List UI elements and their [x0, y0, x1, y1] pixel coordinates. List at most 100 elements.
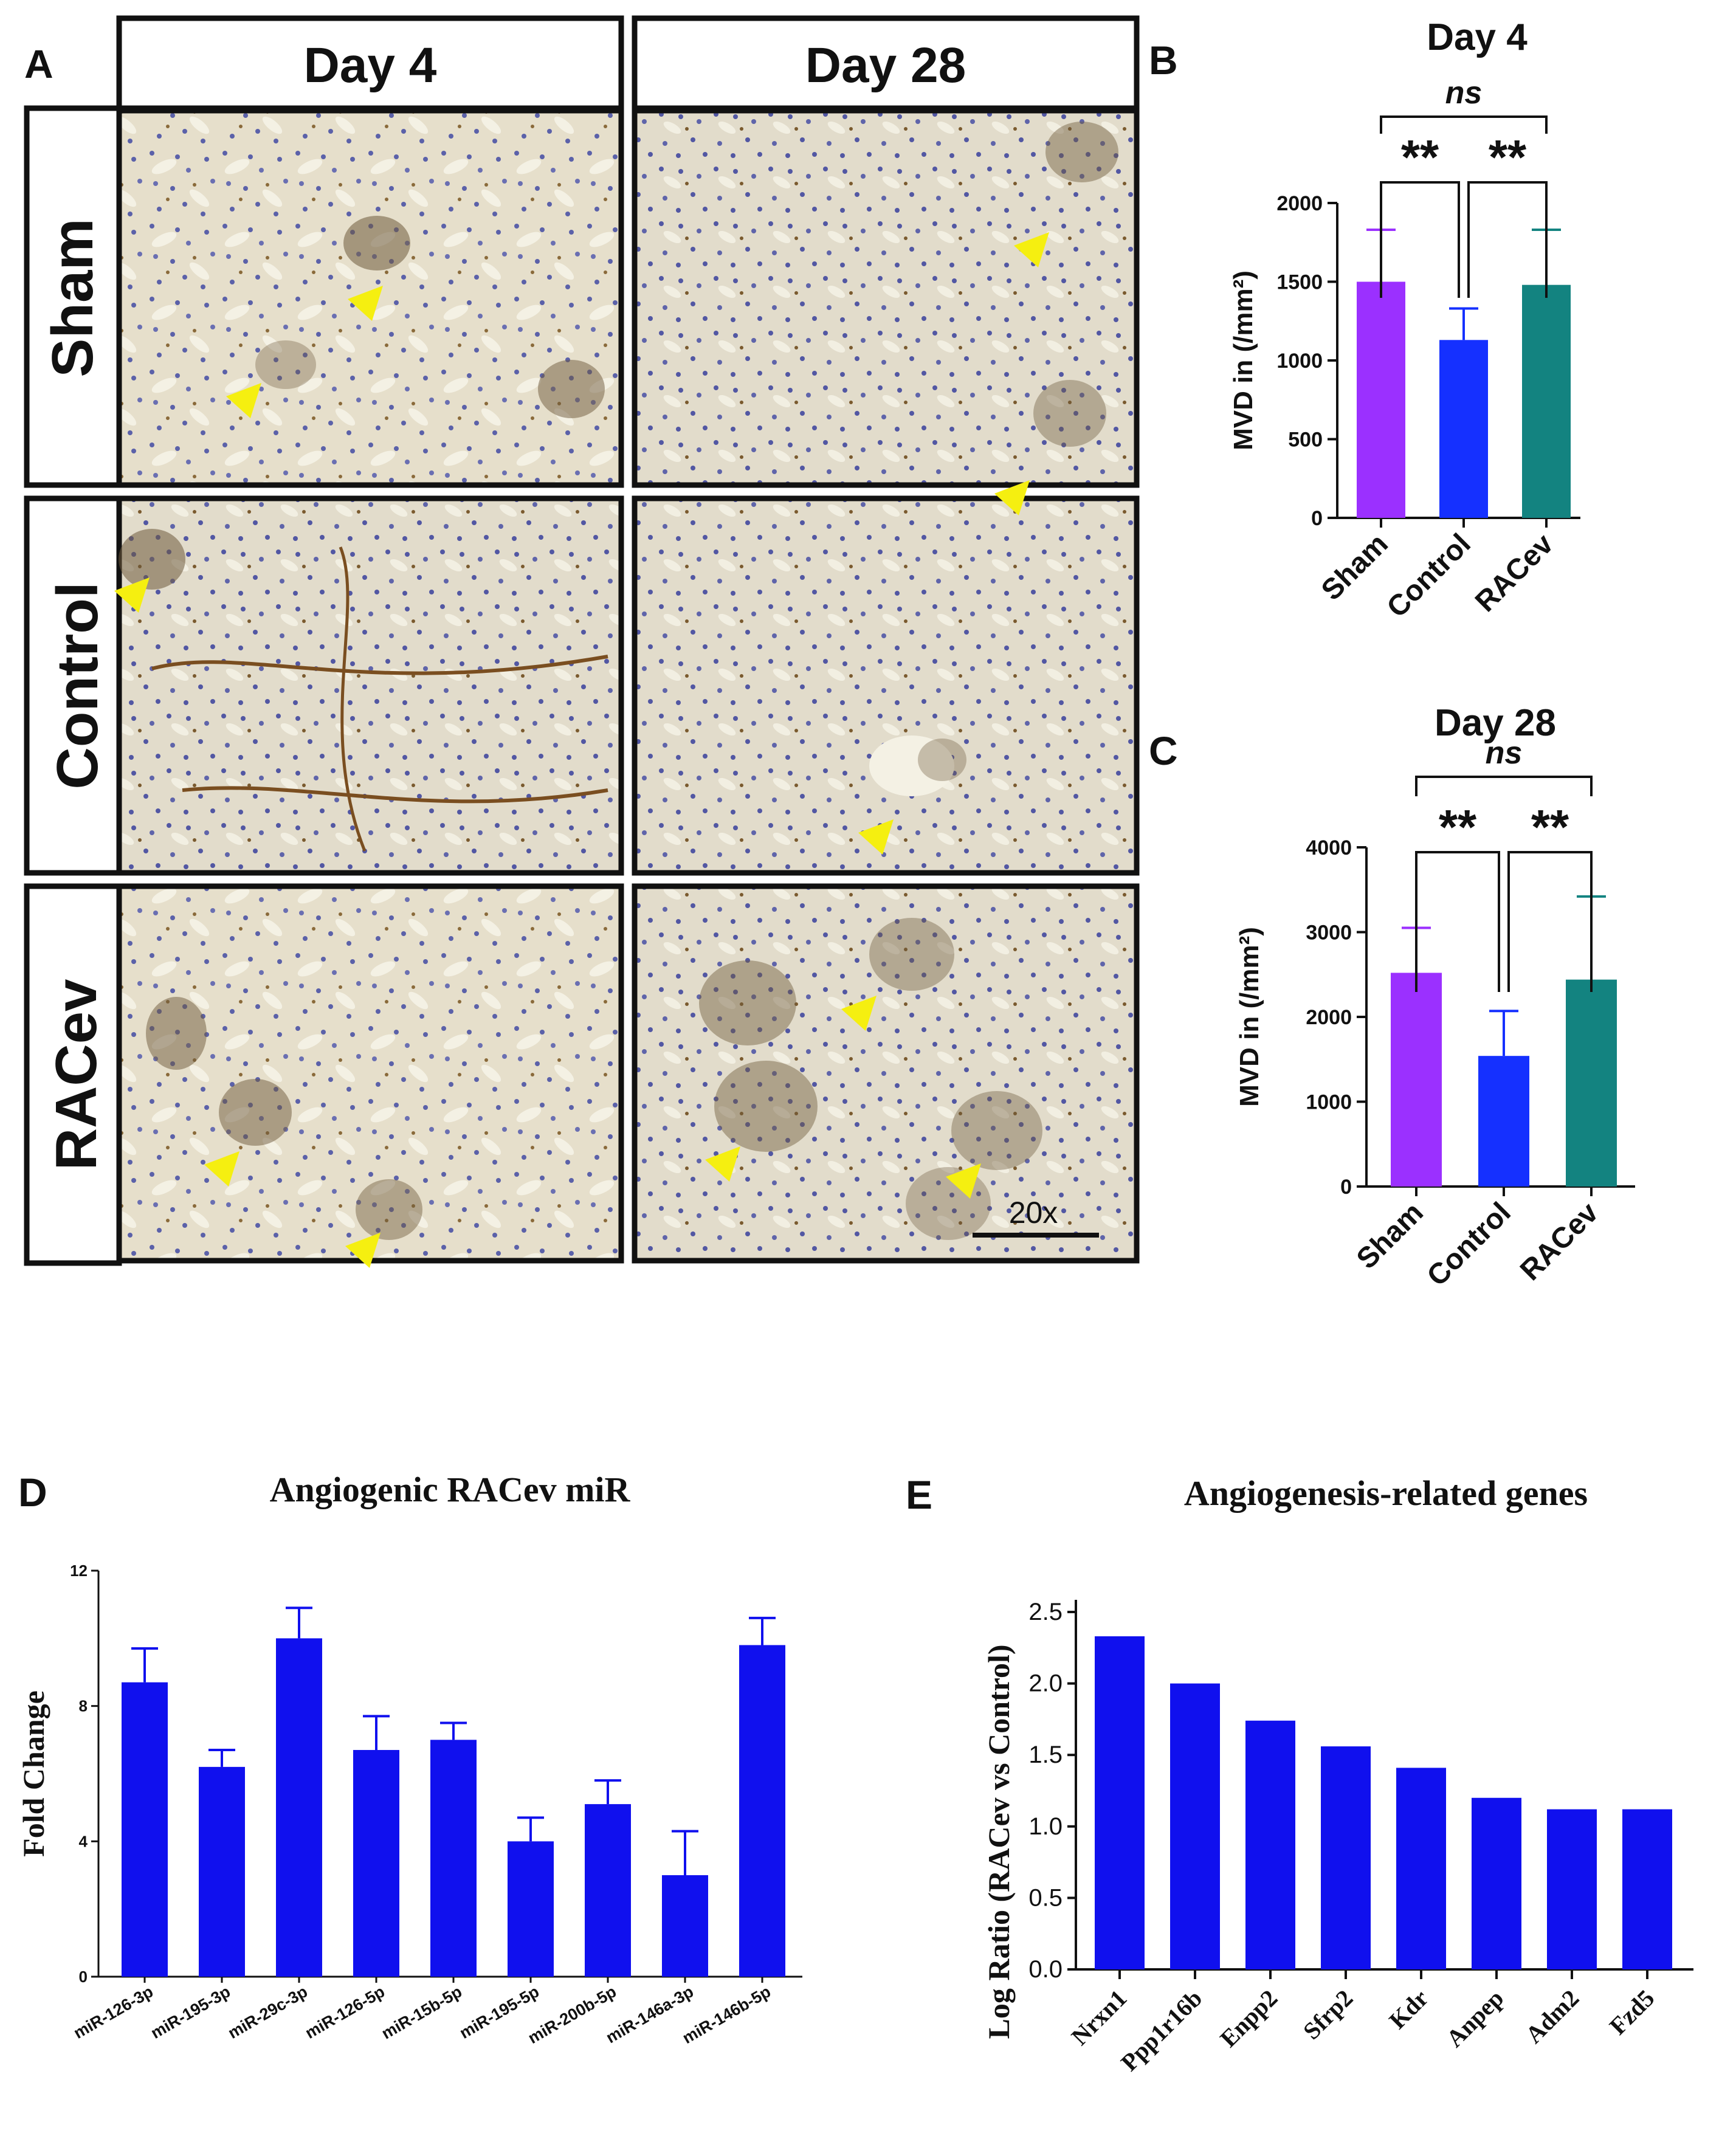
bar	[1095, 1636, 1145, 1969]
arrowhead-icon	[345, 1233, 381, 1268]
bar	[430, 1740, 477, 1977]
micrograph-sham-day28	[632, 108, 1140, 488]
bar	[353, 1750, 399, 1977]
x-tick-label: miR-200b-5p	[525, 1982, 619, 2047]
x-tick-label: Nrxn1	[1066, 1985, 1132, 2051]
bar	[1547, 1809, 1597, 1969]
micrograph-control-day28	[632, 495, 1140, 876]
panel-a-letter: A	[24, 41, 53, 86]
x-tick-label: Ppp1r16b	[1115, 1985, 1207, 2076]
x-tick-label: Control	[1421, 1196, 1517, 1292]
arrowhead-icon	[1014, 232, 1049, 267]
bar	[585, 1804, 631, 1977]
x-tick-label: Anpep	[1441, 1985, 1509, 2053]
micrograph-racev-day28	[632, 883, 1140, 1264]
y-tick-label: 1.5	[1028, 1741, 1063, 1768]
y-tick-label: 2000	[1306, 1006, 1352, 1029]
row-label-sham: Sham	[40, 218, 105, 377]
bar	[1170, 1683, 1220, 1969]
bar	[662, 1875, 708, 1977]
bar	[1357, 281, 1405, 518]
significance-bracket	[1380, 115, 1548, 134]
row-box-sham	[24, 105, 122, 488]
x-tick-label: Kdr	[1383, 1985, 1433, 2034]
row-label-racev: RACev	[44, 979, 109, 1171]
y-tick-label: 500	[1288, 429, 1323, 452]
significance-bracket	[1467, 181, 1548, 298]
arrowhead-icon	[348, 286, 383, 321]
bar	[276, 1638, 322, 1977]
y-tick-label: 2.0	[1028, 1670, 1063, 1697]
y-tick-label: 2000	[1276, 192, 1323, 215]
y-tick-label: 0.0	[1028, 1956, 1063, 1983]
arrowhead-icon	[946, 1163, 981, 1199]
y-tick-label: 4	[79, 1832, 88, 1850]
bar	[508, 1841, 554, 1977]
y-tick-label: 0	[1311, 507, 1323, 530]
bar	[1472, 1797, 1521, 1969]
panel-letter: B	[1149, 38, 1178, 83]
y-tick-label: 0.5	[1028, 1884, 1063, 1911]
y-tick-label: 1000	[1306, 1091, 1352, 1114]
y-tick-label: 1500	[1276, 271, 1323, 294]
bar	[1566, 979, 1617, 1186]
y-tick-label: 3000	[1306, 921, 1352, 945]
bar	[199, 1766, 245, 1977]
bar	[739, 1645, 785, 1977]
chart-title: Day 28	[1435, 702, 1556, 744]
arrowhead-icon	[705, 1146, 740, 1182]
x-tick-label: miR-126-5p	[302, 1982, 388, 2042]
x-tick-label: RACev	[1514, 1196, 1605, 1287]
micrograph-control-day4	[116, 495, 624, 876]
significance-bracket	[1507, 851, 1593, 992]
significance-label: **	[1439, 800, 1477, 854]
micrograph-racev-day4	[116, 883, 624, 1264]
arrowhead-icon	[858, 819, 894, 855]
arrowheads	[114, 232, 1049, 1268]
x-tick-label: miR-15b-5p	[379, 1982, 465, 2042]
x-tick-label: Control	[1381, 528, 1477, 624]
y-tick-label: 1.0	[1028, 1813, 1063, 1840]
row-box-racev	[24, 883, 122, 1266]
chart-b-day4: B Day 4 0 500 1000 1500 2000 MVD in (/mm²) ShamC…	[1149, 16, 1580, 624]
x-tick-label: miR-126-3p	[71, 1982, 156, 2042]
significance-label: **	[1531, 800, 1569, 854]
arrowhead-icon	[841, 996, 877, 1031]
x-tick-label: Fzd5	[1604, 1985, 1660, 2041]
y-tick-label: 2.5	[1028, 1599, 1063, 1625]
significance-label: ns	[1445, 75, 1483, 111]
y-tick-label: 8	[79, 1697, 88, 1715]
arrowhead-icon	[204, 1151, 239, 1186]
bar	[1245, 1720, 1295, 1969]
x-tick-label: Sfrp2	[1298, 1985, 1358, 2045]
bar	[1321, 1746, 1371, 1969]
arrowhead-icon	[114, 577, 150, 613]
significance-bracket	[1415, 851, 1500, 992]
panel-a-micrographs: A Day 4 Day 28	[24, 15, 1140, 1268]
x-tick-label: miR-29c-3p	[225, 1982, 311, 2042]
panel-letter: D	[18, 1470, 47, 1515]
col-header-day28: Day 28	[805, 38, 966, 93]
significance-label: **	[1401, 130, 1439, 184]
y-axis-label: MVD in (/mm²)	[1235, 927, 1264, 1107]
header-box-day4	[116, 15, 624, 111]
arrowhead-icon	[226, 383, 261, 418]
bar	[1396, 1768, 1446, 1969]
y-tick-label: 0	[79, 1968, 88, 1986]
chart-d-mir-fold-change: D Angiogenic RACev miR 0 4 8 12 Fold Change miR…	[16, 1470, 802, 2047]
y-axis-label: MVD in (/mm²)	[1228, 270, 1258, 450]
arrowhead-icon	[994, 480, 1030, 515]
chart-e-angiogenesis-genes: E Angiogenesis-related genes 0.0 0.5 1.0 1.5 2…	[906, 1472, 1693, 2076]
y-axis-label: Log Ratio (RACev vs Control)	[982, 1644, 1016, 2039]
x-tick-label: RACev	[1469, 528, 1560, 618]
y-axis-label: Fold Change	[16, 1690, 50, 1857]
y-tick-label: 12	[70, 1562, 88, 1580]
panel-letter: E	[906, 1472, 932, 1517]
bar	[1478, 1056, 1529, 1186]
y-tick-label: 4000	[1306, 836, 1352, 859]
x-tick-label: Sham	[1315, 528, 1394, 607]
x-tick-label: miR-146b-5p	[680, 1982, 774, 2047]
x-tick-label: Sham	[1351, 1196, 1430, 1275]
significance-label: **	[1489, 130, 1527, 184]
